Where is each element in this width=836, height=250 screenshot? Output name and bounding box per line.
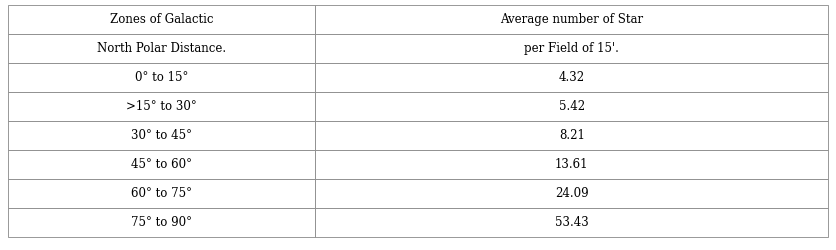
Text: 5.42: 5.42 [558,100,585,113]
Bar [315,34,828,63]
Text: 4.32: 4.32 [558,71,585,84]
Text: North Polar Distance.: North Polar Distance. [97,42,227,55]
Text: 13.61: 13.61 [555,158,589,171]
Text: 24.09: 24.09 [555,187,589,200]
Bar [8,121,315,150]
Bar [315,150,828,179]
Bar [8,92,315,121]
Bar [315,5,828,34]
Bar [8,150,315,179]
Text: >15° to 30°: >15° to 30° [126,100,197,113]
Bar [8,63,315,92]
Bar [315,92,828,121]
Bar [315,208,828,237]
Bar [315,121,828,150]
Bar [8,208,315,237]
Bar [8,179,315,208]
Text: 30° to 45°: 30° to 45° [131,129,192,142]
Text: 75° to 90°: 75° to 90° [131,216,192,229]
Text: Zones of Galactic: Zones of Galactic [110,13,213,26]
Bar [8,34,315,63]
Text: 8.21: 8.21 [558,129,584,142]
Text: 0° to 15°: 0° to 15° [135,71,188,84]
Text: Average number of Star: Average number of Star [500,13,644,26]
Text: per Field of 15'.: per Field of 15'. [524,42,619,55]
Bar [8,5,315,34]
Text: 53.43: 53.43 [555,216,589,229]
Bar [315,179,828,208]
Text: 60° to 75°: 60° to 75° [131,187,192,200]
Text: 45° to 60°: 45° to 60° [131,158,192,171]
Bar [315,63,828,92]
